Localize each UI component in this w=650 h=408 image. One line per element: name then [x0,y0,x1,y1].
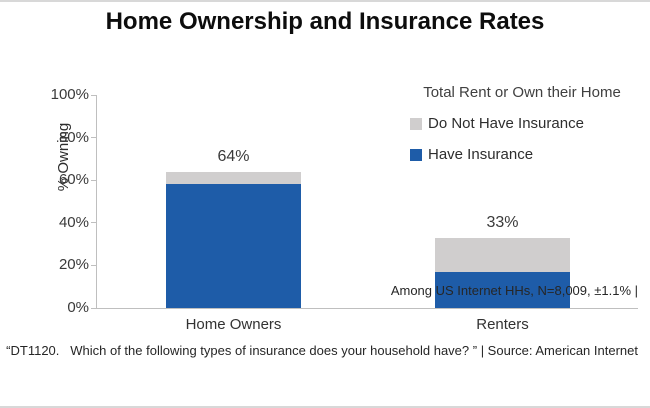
y-tick [91,179,96,181]
data-label-renters: 33% [486,213,519,231]
chart-title: Home Ownership and Insurance Rates [105,8,545,35]
y-tick-label: 80% [58,128,89,146]
bar-home-owners [166,171,301,308]
plot-area: 0% 20% 40% 60% 80% 100% 64% Home Owners 33% Rente… [51,86,638,333]
y-tick [91,222,96,224]
bar-segment-do-not-have-insurance [166,171,301,185]
y-tick [91,94,96,96]
x-axis-line [96,308,638,309]
y-tick [91,137,96,139]
y-axis-line [96,95,97,308]
legend: Total Rent or Own their Home Do Not Have… [398,84,646,163]
y-tick [91,307,96,309]
bar-segment-do-not-have-insurance [435,237,570,272]
legend-item-do-not-have-insurance: Do Not Have Insurance [410,115,646,132]
y-tick-label: 40% [58,213,89,231]
y-tick [91,264,96,266]
bar-renters [435,237,570,308]
bar-segment-have-insurance [166,184,301,308]
legend-swatch-icon [410,148,422,161]
footnote-line-1: Among US Internet HHs, N=8,009, ±1.1% | [390,283,638,298]
legend-title: Total Rent or Own their Home [423,84,621,101]
y-tick-label: 0% [67,299,89,316]
footnote-line-2: “DT1120. Which of the following types of… [6,343,638,358]
legend-item-label: Do Not Have Insurance [428,115,584,132]
bar-segment-have-insurance [435,271,570,308]
category-label-renters: Renters [476,316,529,333]
category-label-home-owners: Home Owners [185,316,282,333]
legend-swatch-icon [410,117,422,130]
y-tick-label: 100% [50,86,89,103]
y-tick-label: 60% [58,171,89,189]
data-label-home-owners: 64% [217,147,250,165]
footnote: Among US Internet HHs, N=8,009, ±1.1% | … [6,241,638,401]
y-tick-label: 20% [58,256,89,274]
legend-item-label: Have Insurance [428,146,534,163]
y-axis-title: % Owning [55,122,72,192]
legend-item-have-insurance: Have Insurance [410,146,646,163]
